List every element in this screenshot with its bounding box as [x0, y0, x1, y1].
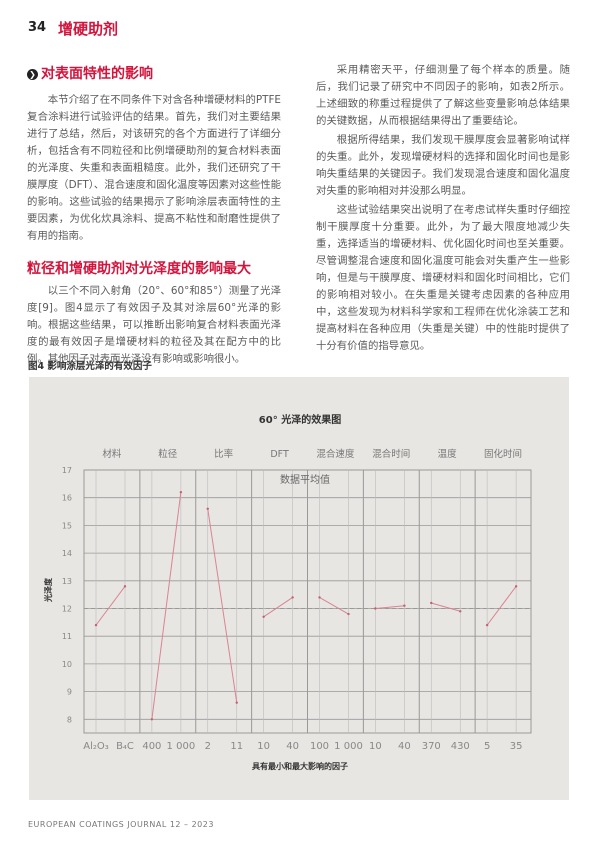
x-tick-label: 35 — [510, 741, 523, 752]
effect-line-0 — [95, 586, 126, 626]
data-point — [206, 507, 209, 510]
data-point — [235, 701, 238, 704]
y-tick-label: 13 — [62, 577, 72, 586]
section-heading: 对表面特性的影响 — [41, 66, 153, 82]
right-paragraph-3: 这些试验结果突出说明了在考虑试样失重时仔细控制干膜厚度十分重要。此外，为了最大限… — [316, 204, 570, 352]
data-point — [485, 623, 489, 627]
data-point — [150, 718, 154, 721]
x-tick-label: 100 — [310, 741, 329, 752]
data-point — [514, 585, 518, 588]
effect-line-6 — [431, 602, 461, 612]
mean-label: 数据平均值 — [280, 473, 330, 486]
effect-line-7 — [486, 586, 517, 626]
group-label: 温度 — [438, 448, 458, 460]
subheading: 粒径和增硬助剂对光泽度的影响最大 — [27, 261, 251, 277]
left-column: ❯ 对表面特性的影响 本节介绍了在不同条件下对含各种增硬材料的PTFE复合涂料进… — [27, 64, 281, 368]
footer-journal: EUROPEAN COATINGS JOURNAL 12 – 2023 — [28, 820, 214, 829]
y-tick-label: 16 — [62, 494, 72, 503]
data-point — [430, 601, 433, 605]
page-number: 34 — [28, 20, 47, 35]
group-label: 固化时间 — [484, 448, 522, 460]
y-tick-label: 10 — [62, 660, 72, 669]
group-label: 比率 — [214, 448, 234, 460]
x-tick-label: 400 — [142, 741, 161, 752]
x-tick-label: 5 — [484, 741, 490, 752]
y-tick-label: 9 — [67, 688, 72, 697]
x-tick-label: 10 — [369, 741, 382, 752]
data-point — [291, 596, 294, 599]
group-label: 材料 — [102, 448, 122, 460]
x-tick-label: 11 — [230, 741, 243, 752]
data-point — [262, 615, 265, 619]
x-axis-label: 具有最小和最大影响的因子 — [252, 761, 348, 771]
y-tick-label: 15 — [62, 521, 72, 530]
data-point — [179, 490, 183, 494]
y-tick-label: 12 — [62, 605, 72, 614]
y-axis-label: 光泽度 — [43, 577, 53, 603]
effect-line-3 — [263, 597, 293, 618]
glossiness-effects-chart: 8 9 10 11 12 13 14 15 16 17 材料 Al₂O₃ B₄C 粒径 400 1 000 比率… — [43, 413, 532, 771]
x-tick-label: 40 — [398, 741, 411, 752]
x-tick-label: B₄C — [116, 741, 134, 752]
data-point — [374, 607, 377, 610]
y-tick-label: 8 — [67, 715, 72, 724]
x-tick-label: 430 — [451, 741, 470, 752]
group-label: 混合时间 — [372, 448, 410, 460]
x-tick-label: 10 — [257, 741, 270, 752]
x-tick-label: 2 — [205, 741, 211, 752]
effect-line-4 — [319, 596, 349, 615]
data-point — [94, 623, 98, 627]
left-paragraph-1: 本节介绍了在不同条件下对含各种增硬材料的PTFE复合涂料进行试验评估的结果。首先… — [27, 94, 281, 242]
y-tick-label: 11 — [62, 632, 72, 641]
data-point — [123, 585, 127, 588]
y-tick-label: 17 — [62, 466, 72, 475]
effect-line-1 — [151, 492, 182, 720]
chart-title: 60° 光泽的效果图 — [259, 413, 341, 426]
x-tick-label: Al₂O₃ — [83, 741, 109, 752]
running-title: 增硬助剂 — [58, 20, 119, 38]
effect-line-5 — [375, 605, 405, 609]
x-tick-label: 1 000 — [167, 741, 196, 752]
y-tick-label: 14 — [62, 549, 72, 558]
right-paragraph-1: 采用精密天平，仔细测量了每个样本的质量。随后，我们记录了研究中不同因子的影响，如… — [316, 64, 570, 127]
right-column: 采用精密天平，仔细测量了每个样本的质量。随后，我们记录了研究中不同因子的影响，如… — [316, 62, 570, 355]
figure-caption: 图4 影响涂层光泽的有效因子 — [28, 361, 152, 372]
chevron-right-icon: ❯ — [27, 68, 38, 80]
chart-panel: 8 9 10 11 12 13 14 15 16 17 材料 Al₂O₃ B₄C 粒径 400 1 000 比率… — [29, 377, 569, 800]
effect-line-2 — [207, 508, 238, 703]
section-heading-row: ❯ 对表面特性的影响 — [27, 64, 281, 84]
right-paragraph-2: 根据所得结果，我们发现干膜厚度会显著影响试样的失重。此外，发现增硬材料的选择和固… — [316, 134, 570, 197]
x-tick-label: 1 000 — [334, 741, 363, 752]
x-tick-label: 370 — [422, 741, 441, 752]
group-label: 混合速度 — [316, 448, 355, 460]
x-tick-label: 40 — [286, 741, 299, 752]
group-label: 粒径 — [158, 448, 178, 460]
data-point — [347, 612, 350, 616]
data-point — [318, 596, 321, 599]
data-point — [403, 604, 406, 607]
data-point — [459, 610, 462, 613]
group-label: DFT — [270, 449, 289, 460]
left-paragraph-2: 以三个不同入射角（20°、60°和85°）测量了光泽度[9]。图4显示了有效因子… — [27, 285, 281, 365]
